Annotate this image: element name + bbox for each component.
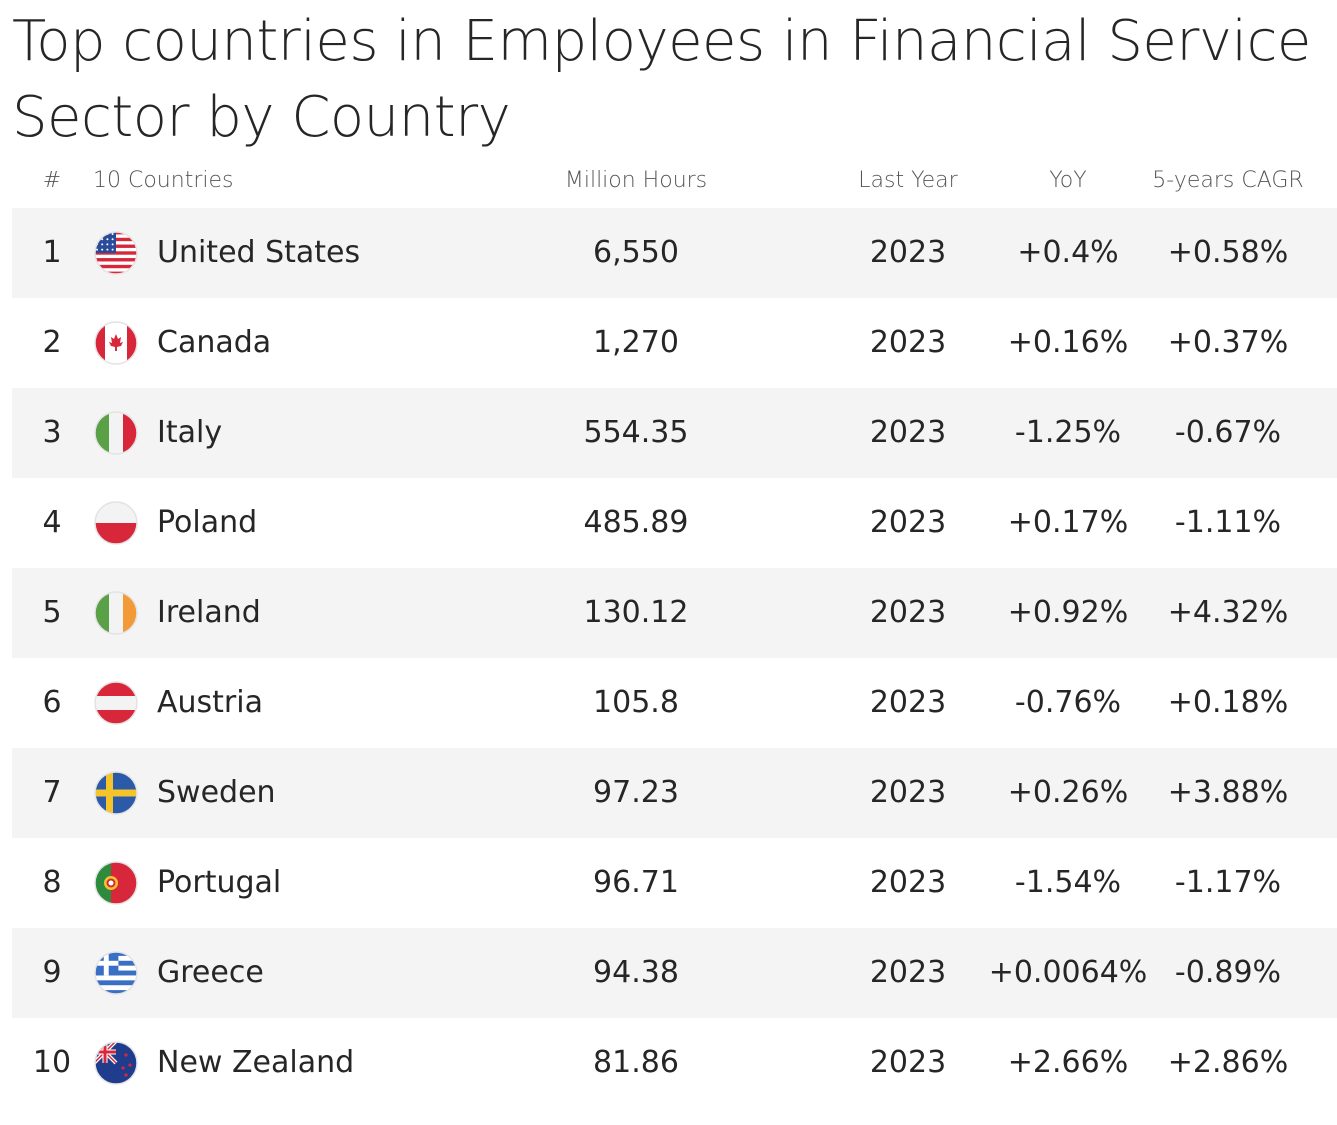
million-hours-value: 94.38 xyxy=(593,955,679,990)
last-year-value: 2023 xyxy=(869,775,947,810)
million-hours-value: 554.35 xyxy=(583,415,689,450)
last-year-value: 2023 xyxy=(869,685,947,720)
yoy-value: +0.16% xyxy=(1007,325,1129,360)
rank-cell: 8 xyxy=(42,865,62,900)
italy-flag-icon xyxy=(94,411,138,455)
table-body: 1 United States 6,550 2023 +0.4% +0.58% 2 Canad… xyxy=(12,208,1337,1108)
table-row: 2 Canada 1,270 2023 +0.16% +0.37% xyxy=(12,298,1337,388)
header-yoy: YoY xyxy=(1049,168,1087,193)
greece-flag-icon xyxy=(94,951,138,995)
table-row: 7 Sweden 97.23 2023 +0.26% +3.88% xyxy=(12,748,1337,838)
million-hours-value: 1,270 xyxy=(593,325,679,360)
million-hours-value: 485.89 xyxy=(583,505,689,540)
last-year-value: 2023 xyxy=(869,505,947,540)
cagr-value: +4.32% xyxy=(1167,595,1289,630)
yoy-value: +0.0064% xyxy=(988,955,1148,990)
cagr-value: -0.67% xyxy=(1174,415,1282,450)
rank-cell: 10 xyxy=(32,1045,72,1080)
table-row: 4 Poland 485.89 2023 +0.17% -1.11% xyxy=(12,478,1337,568)
poland-flag-icon xyxy=(94,501,138,545)
last-year-value: 2023 xyxy=(869,235,947,270)
header-cagr: 5-years CAGR xyxy=(1152,168,1304,193)
table-row: 1 United States 6,550 2023 +0.4% +0.58% xyxy=(12,208,1337,298)
canada-flag-icon xyxy=(94,321,138,365)
last-year-value: 2023 xyxy=(869,1045,947,1080)
last-year-value: 2023 xyxy=(869,955,947,990)
header-country: 10 Countries xyxy=(93,168,234,193)
country-name: Canada xyxy=(157,325,272,360)
portugal-flag-icon xyxy=(94,861,138,905)
million-hours-value: 130.12 xyxy=(583,595,689,630)
ireland-flag-icon xyxy=(94,591,138,635)
rank-cell: 6 xyxy=(42,685,62,720)
header-last-year: Last Year xyxy=(858,168,958,193)
austria-flag-icon xyxy=(94,681,138,725)
yoy-value: +0.26% xyxy=(1007,775,1129,810)
million-hours-value: 105.8 xyxy=(593,685,679,720)
us-flag-icon xyxy=(94,231,138,275)
yoy-value: +0.4% xyxy=(1017,235,1119,270)
cagr-value: +0.18% xyxy=(1167,685,1289,720)
cagr-value: -1.17% xyxy=(1174,865,1282,900)
million-hours-value: 81.86 xyxy=(593,1045,679,1080)
rank-cell: 3 xyxy=(42,415,62,450)
last-year-value: 2023 xyxy=(869,865,947,900)
table-row: 9 Greece 94.38 2023 +0.0064% -0.89% xyxy=(12,928,1337,1018)
table-row: 8 Portugal 96.71 2023 -1.54% -1.17% xyxy=(12,838,1337,928)
sweden-flag-icon xyxy=(94,771,138,815)
million-hours-value: 6,550 xyxy=(593,235,679,270)
cagr-value: -0.89% xyxy=(1174,955,1282,990)
yoy-value: -0.76% xyxy=(1014,685,1122,720)
country-name: Austria xyxy=(157,685,263,720)
table-row: 10 New Zealand 81.86 2023 +2.66% +2.86% xyxy=(12,1018,1337,1108)
last-year-value: 2023 xyxy=(869,595,947,630)
header-rank: # xyxy=(42,168,62,193)
header-million-hours: Million Hours xyxy=(564,168,708,193)
rank-cell: 2 xyxy=(42,325,62,360)
page-title: Top countries in Employees in Financial … xyxy=(12,9,1311,150)
yoy-value: -1.54% xyxy=(1014,865,1122,900)
million-hours-value: 97.23 xyxy=(593,775,679,810)
country-name: Poland xyxy=(157,505,258,540)
rank-cell: 4 xyxy=(42,505,62,540)
table-row: 5 Ireland 130.12 2023 +0.92% +4.32% xyxy=(12,568,1337,658)
cagr-value: +3.88% xyxy=(1167,775,1289,810)
rank-cell: 9 xyxy=(42,955,62,990)
table-row: 6 Austria 105.8 2023 -0.76% +0.18% xyxy=(12,658,1337,748)
last-year-value: 2023 xyxy=(869,415,947,450)
cagr-value: +0.58% xyxy=(1167,235,1289,270)
country-name: Ireland xyxy=(157,595,261,630)
cagr-value: -1.11% xyxy=(1174,505,1282,540)
million-hours-value: 96.71 xyxy=(593,865,679,900)
country-name: Italy xyxy=(157,415,223,450)
rank-cell: 5 xyxy=(42,595,62,630)
country-name: United States xyxy=(157,235,361,270)
last-year-value: 2023 xyxy=(869,325,947,360)
country-name: Greece xyxy=(157,955,264,990)
yoy-value: +2.66% xyxy=(1007,1045,1129,1080)
yoy-value: +0.17% xyxy=(1007,505,1129,540)
country-name: New Zealand xyxy=(157,1045,355,1080)
country-name: Portugal xyxy=(157,865,282,900)
country-name: Sweden xyxy=(157,775,276,810)
yoy-value: +0.92% xyxy=(1007,595,1129,630)
cagr-value: +2.86% xyxy=(1167,1045,1289,1080)
table-row: 3 Italy 554.35 2023 -1.25% -0.67% xyxy=(12,388,1337,478)
rank-cell: 1 xyxy=(42,235,62,270)
cagr-value: +0.37% xyxy=(1167,325,1289,360)
new-zealand-flag-icon xyxy=(94,1041,138,1085)
yoy-value: -1.25% xyxy=(1014,415,1122,450)
table-header: # 10 Countries Million Hours Last Year Y… xyxy=(12,164,1337,200)
rank-cell: 7 xyxy=(42,775,62,810)
